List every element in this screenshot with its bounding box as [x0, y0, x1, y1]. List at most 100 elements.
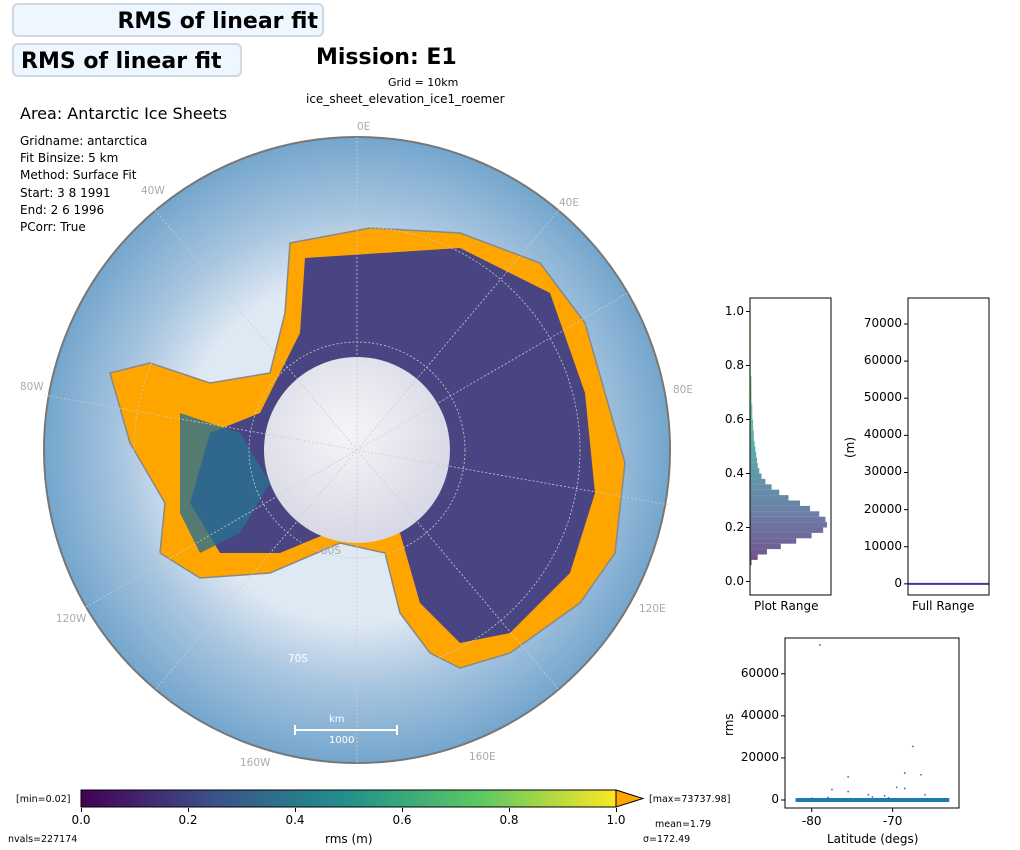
histogram-bar: [750, 532, 812, 539]
scatter-point: [826, 796, 829, 799]
graticule: [43, 137, 671, 763]
histogram-bar: [750, 505, 811, 512]
histogram-bar: [750, 527, 824, 533]
scatter-point: [810, 797, 813, 800]
histogram-bar: [750, 376, 752, 382]
ytick-label: 50000: [863, 390, 902, 405]
mission-title: Mission: E1: [316, 45, 457, 70]
histogram-bar: [750, 484, 772, 490]
dataset-label: ice_sheet_elevation_ice1_roemer: [306, 92, 505, 106]
histogram-bar: [750, 473, 762, 479]
lon-label: 40E: [559, 197, 579, 209]
plot-range-xlabel: Plot Range: [754, 599, 819, 613]
histogram-bar: [750, 500, 801, 506]
histogram-bar: [750, 435, 754, 442]
histogram-bar: [750, 414, 753, 420]
scatter-point: [924, 793, 926, 796]
histogram-bar: [750, 495, 789, 501]
sigma-label: σ=172.49: [643, 834, 691, 845]
full-range-ylabel: (m): [843, 436, 857, 458]
ytick-label: 0.0: [724, 573, 744, 588]
ytick-label: 0.2: [724, 519, 744, 534]
histogram-bar: [750, 554, 758, 560]
lon-label: 160E: [469, 751, 496, 763]
histogram-bar: [750, 468, 760, 474]
histogram-bar: [750, 311, 751, 317]
ytick-label: 0.4: [724, 465, 744, 480]
histogram-bar: [750, 559, 752, 566]
histogram-bar: [750, 516, 826, 523]
ytick-label: 40000: [740, 707, 779, 722]
full-range-xlabel: Full Range: [912, 599, 975, 613]
histogram-bar: [750, 478, 766, 485]
ytick-label: 60000: [740, 665, 779, 680]
histogram-bar: [750, 511, 820, 517]
scatter-point: [867, 793, 870, 796]
lon-label: 80W: [20, 381, 44, 393]
scatter-point: [920, 773, 922, 776]
title-box-front: RMS of linear fit: [12, 43, 242, 77]
colorbar-tick-label: 0.0: [71, 813, 91, 827]
info-line: Fit Binsize: 5 km: [20, 151, 119, 166]
lon-label: 120W: [56, 613, 87, 625]
histogram-bar: [750, 446, 756, 452]
ytick-label: 0: [771, 792, 779, 806]
histogram-bar: [750, 360, 751, 366]
colorbar-tick-label: 0.8: [499, 813, 519, 827]
scatter-xlabel: Latitude (degs): [827, 832, 919, 846]
histogram-bar: [750, 349, 751, 355]
histogram-bar: [750, 343, 751, 350]
info-block: Gridname: antarctica Fit Binsize: 5 km M…: [20, 133, 147, 236]
ytick-label: 30000: [863, 464, 902, 479]
histogram-bar: [750, 316, 751, 323]
colorbar-tick: [509, 808, 510, 812]
ytick-label: 0.8: [724, 357, 744, 372]
histogram-bar: [750, 392, 752, 398]
scatter-point: [883, 794, 886, 797]
lon-label: 0E: [357, 121, 371, 133]
scatter-point: [887, 797, 890, 799]
scatter-ylabel: rms: [722, 713, 736, 736]
histogram-bar: [750, 354, 751, 361]
histogram-bar: [750, 489, 780, 496]
scatter-point: [847, 775, 850, 778]
info-line: End: 2 6 1996: [20, 202, 105, 217]
full-range-axes: [907, 297, 990, 596]
lon-label: 80E: [673, 384, 693, 396]
scale-unit: km: [329, 714, 345, 725]
scatter-baseline: [795, 798, 950, 803]
info-line: Gridname: antarctica: [20, 134, 148, 148]
lat-label: 80S: [321, 545, 342, 557]
plot-range-axes: [749, 297, 832, 596]
nvals-label: nvals=227174: [8, 834, 78, 845]
histogram-bar: [750, 424, 754, 431]
histogram-bar: [750, 403, 753, 409]
histogram-bar: [750, 327, 751, 334]
ytick-label: 1.0: [724, 303, 744, 318]
ytick-label: 0.6: [724, 411, 744, 426]
histogram-bar: [750, 522, 827, 528]
scatter-point: [903, 772, 906, 774]
colorbar-tick: [295, 808, 296, 812]
scatter-point: [895, 786, 898, 789]
info-line: PCorr: True: [20, 220, 86, 235]
polar-map: [43, 136, 671, 764]
lat-label: 70S: [288, 653, 309, 665]
histogram-bar: [750, 451, 757, 458]
colorbar-max: [max=73737.98]: [649, 794, 731, 805]
title-box-back: RMS of linear fit: [12, 3, 324, 37]
scatter-axes: [784, 637, 960, 809]
histogram-bar: [750, 370, 751, 377]
ytick-label: 20000: [863, 501, 902, 516]
histogram-bar: [750, 397, 752, 404]
histogram-bar: [750, 322, 751, 328]
mean-label: mean=1.79: [655, 819, 712, 830]
scatter-point: [831, 788, 833, 791]
histogram-bar: [750, 338, 751, 344]
scatter-point: [871, 795, 874, 798]
colorbar-min: [min=0.02]: [16, 794, 71, 805]
scale-value: 1000: [329, 735, 355, 746]
colorbar-tick: [616, 808, 617, 812]
colorbar-tick: [81, 808, 82, 812]
